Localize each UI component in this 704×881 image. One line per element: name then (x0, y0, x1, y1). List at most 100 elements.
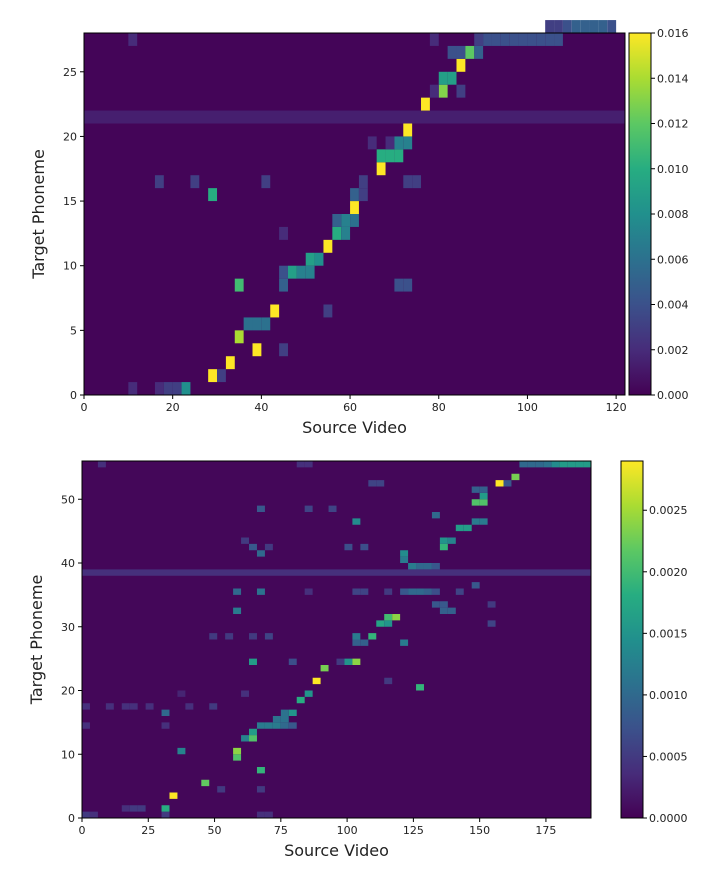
heatmap-cell (479, 492, 488, 500)
heatmap-cell (304, 505, 313, 512)
x-tick-label: 75 (274, 824, 288, 837)
heatmap-cell (323, 239, 333, 253)
heatmap-cell (352, 633, 361, 640)
heatmap-cell (241, 735, 250, 742)
heatmap-cell (376, 149, 386, 163)
heatmap-cell (163, 382, 173, 395)
heatmap-cell (384, 620, 393, 627)
heatmap-background (82, 461, 591, 818)
heatmap-cell (360, 588, 369, 595)
x-tick-label: 125 (403, 824, 424, 837)
heatmap-cell (304, 690, 313, 697)
heatmap-cell (288, 658, 297, 665)
heatmap-cell (479, 499, 488, 506)
heatmap-cell (89, 811, 98, 818)
y-tick-label: 15 (63, 195, 77, 208)
heatmap-cell (376, 620, 385, 627)
heatmap-cell (352, 588, 361, 595)
heatmap-cell (129, 805, 138, 812)
heatmap-cell (471, 486, 480, 493)
heatmap-cell (264, 543, 273, 551)
x-tick-label: 120 (606, 401, 627, 414)
heatmap-cell (527, 461, 536, 468)
heatmap-cell (403, 175, 413, 189)
heatmap-cell (416, 588, 424, 595)
heatmap-cell (598, 20, 608, 33)
heatmap-cell (360, 639, 369, 646)
heatmap-cell (358, 188, 368, 202)
colorbar-tick-label: 0.008 (657, 208, 689, 221)
heatmap-cell (545, 20, 555, 33)
x-tick-label: 150 (469, 824, 490, 837)
heatmap-cell (305, 252, 315, 266)
heatmap-cell (154, 382, 164, 395)
y-tick-label: 25 (63, 66, 77, 79)
heatmap-cell (423, 563, 432, 570)
heatmap-cell (128, 33, 138, 46)
y-tick-label: 40 (61, 557, 75, 570)
heatmap-cell (320, 665, 329, 672)
heatmap-cell (225, 356, 235, 370)
heatmap-cell (304, 461, 313, 468)
heatmap-cell (455, 524, 464, 532)
heatmap-cell (607, 20, 617, 33)
x-tick-label: 20 (166, 401, 180, 414)
heatmap-cell (589, 20, 599, 33)
heatmap-cell (439, 543, 448, 551)
heatmap-cell (580, 20, 590, 33)
heatmap-cell (400, 550, 409, 557)
heatmap-cell (500, 33, 510, 46)
heatmap-cell (217, 369, 226, 383)
heatmap-cell (447, 607, 456, 614)
heatmap-cell (249, 658, 257, 665)
heatmap-cell (249, 633, 257, 640)
heatmap-cell (296, 461, 305, 468)
heatmap-cell (562, 20, 572, 33)
heatmap-cell (185, 703, 194, 710)
heatmap-cell (495, 480, 504, 487)
heatmap-cell (314, 252, 324, 266)
heatmap-cell (431, 512, 440, 519)
heatmap-cell (264, 811, 273, 818)
heatmap-cell (304, 588, 313, 595)
heatmap-cell (519, 461, 528, 468)
heatmap-cell (256, 786, 265, 793)
heatmap-cell (249, 728, 257, 736)
heatmap-cell (431, 588, 440, 595)
heatmap-cell (543, 461, 552, 468)
heatmap-cell (368, 633, 377, 640)
heatmap-cell (431, 563, 440, 570)
y-axis-label: Target Phoneme (27, 575, 46, 706)
heatmap-cell (121, 703, 130, 710)
colorbar-tick-label: 0.000 (657, 389, 689, 402)
heatmap-cell (234, 330, 244, 344)
colorbar: 0.0000 0.0005 0.0010 0.0015 0.0020 0.0025 (620, 460, 688, 825)
y-tick-label: 50 (61, 493, 75, 506)
heatmap-chart-1: 0 20 40 60 80 100 120 0 5 10 15 20 25 Source Video Tar… (29, 20, 689, 437)
x-tick-label: 100 (517, 401, 538, 414)
heatmap-cell (438, 84, 448, 98)
heatmap-cell (82, 703, 90, 710)
heatmap-cell (280, 722, 289, 729)
heatmap-cell (358, 175, 368, 189)
heatmap-cell (305, 265, 315, 279)
heatmap-cell (503, 480, 512, 487)
heatmap-cell (367, 136, 377, 150)
heatmap-cell (264, 722, 273, 729)
heatmap-cell (551, 461, 560, 468)
colorbar-tick-label: 0.014 (657, 72, 689, 85)
colorbar-tick-label: 0.0005 (649, 750, 688, 763)
heatmap-cell (408, 588, 417, 595)
heatmap-cell (243, 317, 253, 331)
heatmap-cell (408, 563, 417, 570)
heatmap-cell (172, 382, 182, 395)
heatmap-cell (261, 317, 271, 331)
heatmap-cell (256, 722, 265, 729)
heatmap-cell (341, 214, 351, 227)
heatmap-cell (249, 735, 257, 742)
heatmap-cell (456, 58, 466, 72)
heatmap-cell (394, 149, 404, 163)
plot-frame (83, 32, 626, 396)
heatmap-cell (217, 786, 226, 793)
